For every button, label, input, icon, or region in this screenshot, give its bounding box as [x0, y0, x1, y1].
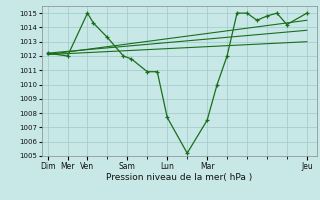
X-axis label: Pression niveau de la mer( hPa ): Pression niveau de la mer( hPa ) [106, 173, 252, 182]
